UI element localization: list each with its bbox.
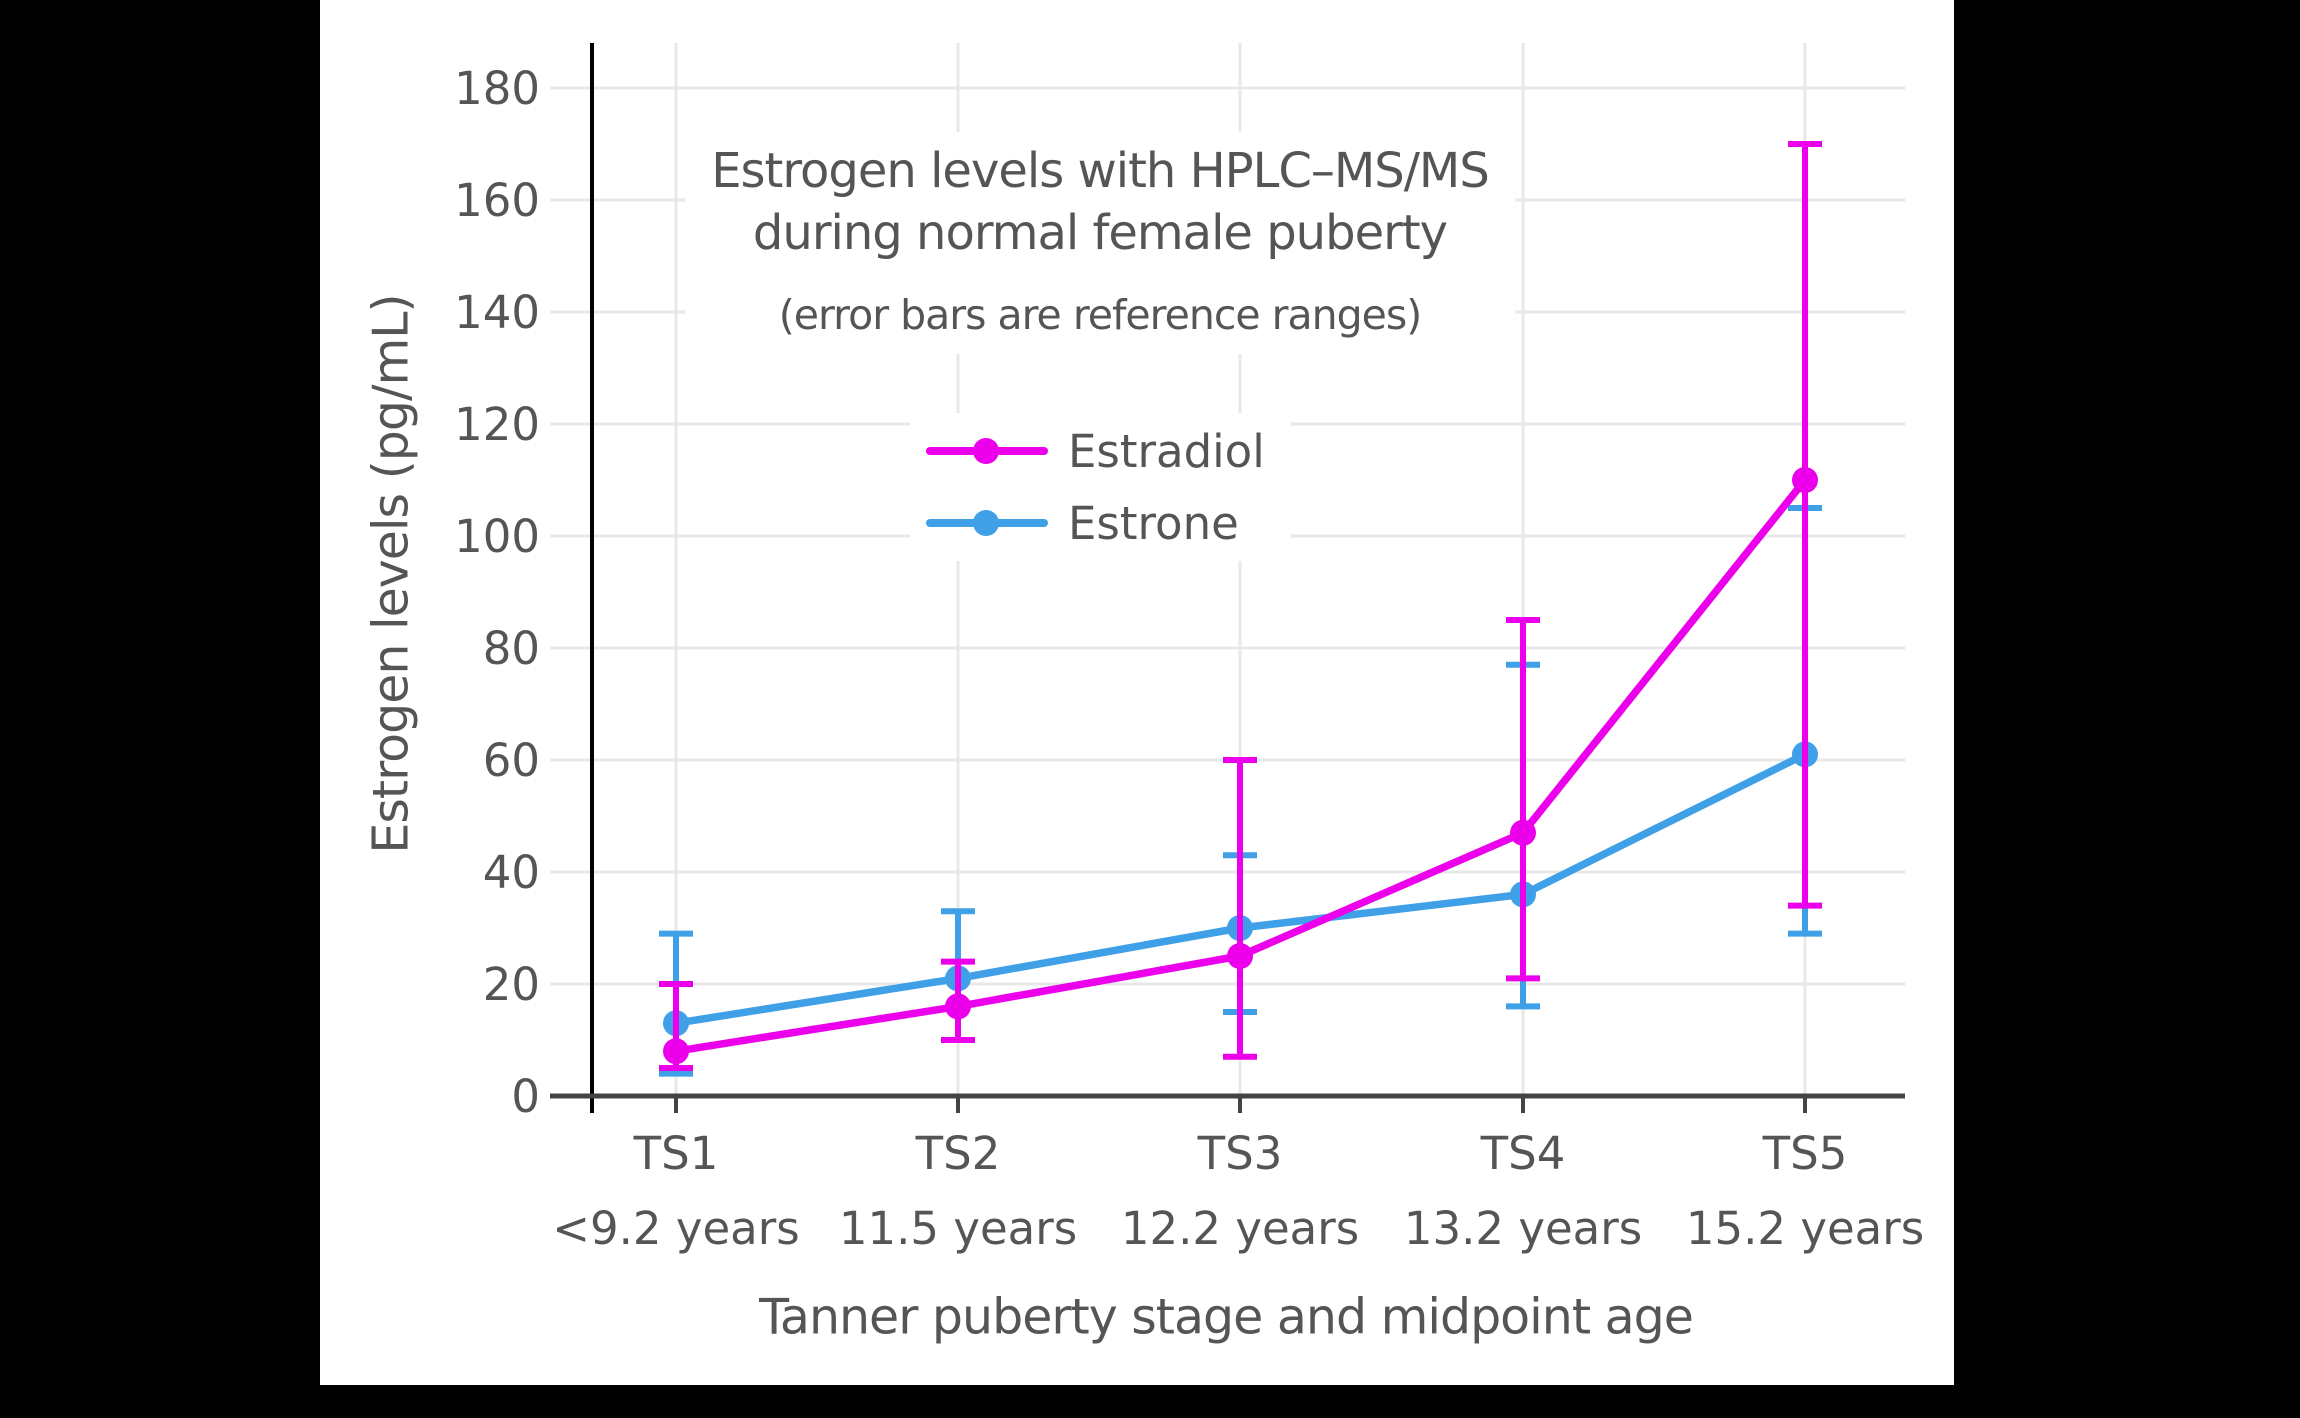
estrone-dot-icon: [973, 510, 999, 536]
legend-label-estradiol: Estradiol: [1068, 424, 1265, 478]
x-tick-label: TS1: [633, 1127, 719, 1180]
chart-svg: 0 20 40 60 80 100 120 140 160 180 TS1 <9.2 years TS2…: [454, 43, 1924, 1255]
estradiol-point: [1792, 467, 1818, 493]
x-tick-label: TS4: [1480, 1127, 1566, 1180]
y-tick-label: 20: [483, 958, 540, 1011]
legend-item-estrone: Estrone: [926, 495, 1265, 551]
estradiol-point: [945, 993, 971, 1020]
x-tick-label: TS2: [915, 1127, 1001, 1180]
x-tick-sublabel: 11.5 years: [839, 1202, 1077, 1255]
y-tick-label: 80: [483, 622, 540, 675]
legend-label-estrone: Estrone: [1068, 496, 1239, 550]
estrone-swatch: [926, 509, 1048, 537]
x-tick-label: TS5: [1762, 1127, 1848, 1180]
y-tick-label: 60: [483, 734, 540, 787]
y-tick-label: 0: [511, 1070, 540, 1123]
chart-subtitle: (error bars are reference ranges): [778, 291, 1422, 339]
x-tick-sublabel: 15.2 years: [1686, 1202, 1924, 1255]
estradiol-dot-icon: [973, 438, 999, 464]
chart-title-line2: during normal female puberty: [752, 205, 1448, 261]
estradiol-point: [1227, 943, 1253, 969]
x-axis-title: Tanner puberty stage and midpoint age: [759, 1288, 1694, 1346]
legend-item-estradiol: Estradiol: [926, 423, 1265, 479]
estradiol-point: [1510, 819, 1536, 846]
x-tick-sublabel: 13.2 years: [1404, 1202, 1642, 1255]
y-tick-label: 160: [454, 174, 540, 227]
y-axis-title: Estrogen levels (pg/mL): [362, 294, 420, 854]
y-tick-label: 180: [454, 62, 540, 115]
legend: Estradiol Estrone: [910, 413, 1291, 561]
x-tick-sublabel: 12.2 years: [1121, 1202, 1359, 1255]
chart-title-line1: Estrogen levels with HPLC–MS/MS: [711, 143, 1490, 199]
y-tick-label: 120: [454, 398, 540, 451]
x-tick-label: TS3: [1197, 1127, 1283, 1180]
y-tick-label: 100: [454, 510, 540, 563]
x-tick-sublabel: <9.2 years: [552, 1202, 799, 1255]
chart-title-block: Estrogen levels with HPLC–MS/MS during n…: [685, 132, 1515, 354]
estradiol-swatch: [926, 437, 1048, 465]
estradiol-point: [663, 1038, 689, 1065]
y-tick-label: 40: [483, 846, 540, 899]
chart-figure: 0 20 40 60 80 100 120 140 160 180 TS1 <9.2 years TS2…: [320, 0, 1954, 1385]
y-tick-label: 140: [454, 286, 540, 339]
